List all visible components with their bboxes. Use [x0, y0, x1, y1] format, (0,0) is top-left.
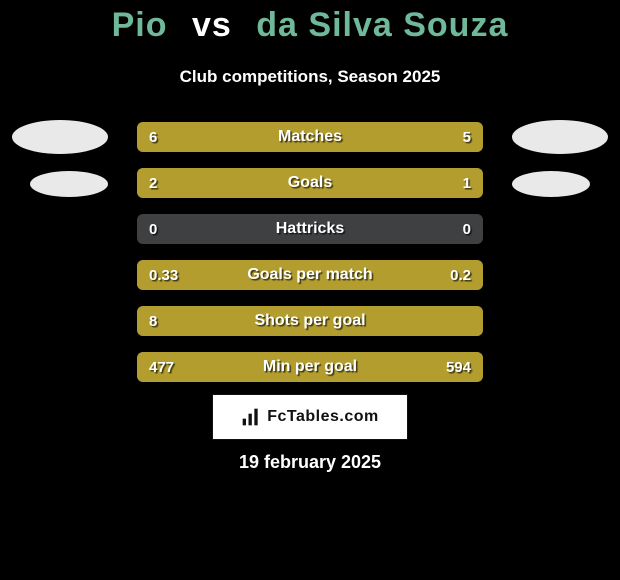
stat-row: Min per goal477 594 [137, 352, 483, 382]
stat-label: Hattricks [137, 214, 483, 244]
player1-avatar-placeholder [12, 120, 108, 154]
stat-label: Shots per goal [137, 306, 483, 336]
stat-rows: Matches6 5 Goals2 1 Hattricks0 0 Goals per mat… [137, 122, 483, 398]
player2-team-avatar-placeholder [512, 171, 590, 197]
player1-team-avatar-placeholder [30, 171, 108, 197]
stat-value-left: 0.33 [149, 260, 178, 290]
stat-value-left: 6 [149, 122, 157, 152]
title-player2: da Silva Souza [256, 6, 508, 44]
player2-avatar-placeholder [512, 120, 608, 154]
stat-row: Matches6 5 [137, 122, 483, 152]
stat-label: Goals [137, 168, 483, 198]
stat-row: Hattricks0 0 [137, 214, 483, 244]
stat-label: Goals per match [137, 260, 483, 290]
stat-value-right: 594 [446, 352, 471, 382]
stat-value-right: 1 [463, 168, 471, 198]
stat-row: Shots per goal8 [137, 306, 483, 336]
stat-row: Goals2 1 [137, 168, 483, 198]
stat-value-left: 2 [149, 168, 157, 198]
stat-label: Min per goal [137, 352, 483, 382]
date-text: 19 february 2025 [0, 452, 620, 473]
stat-value-right: 5 [463, 122, 471, 152]
title-vs: vs [192, 6, 232, 44]
brand-badge[interactable]: FcTables.com [212, 394, 408, 440]
stat-value-right: 0 [463, 214, 471, 244]
subtitle: Club competitions, Season 2025 [0, 67, 620, 87]
stat-value-left: 8 [149, 306, 157, 336]
stat-value-left: 477 [149, 352, 174, 382]
stat-row: Goals per match0.33 0.2 [137, 260, 483, 290]
stat-label: Matches [137, 122, 483, 152]
comparison-card: Pio vs da Silva Souza Club competitions,… [0, 0, 620, 580]
brand-text: FcTables.com [267, 408, 379, 426]
stat-value-left: 0 [149, 214, 157, 244]
title: Pio vs da Silva Souza [0, 0, 620, 45]
title-player1: Pio [112, 6, 168, 44]
fctables-logo-icon [241, 407, 261, 427]
stat-value-right: 0.2 [450, 260, 471, 290]
